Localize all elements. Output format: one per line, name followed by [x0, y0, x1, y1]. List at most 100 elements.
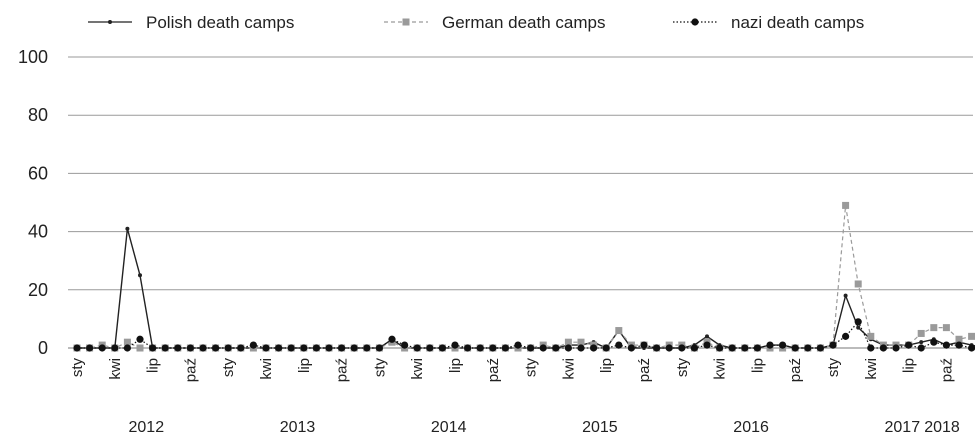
data-point	[892, 344, 900, 352]
data-point	[590, 344, 598, 352]
data-point	[199, 344, 207, 352]
data-point	[942, 324, 950, 332]
data-point	[149, 344, 157, 352]
gridlines	[68, 56, 973, 349]
data-point	[867, 332, 875, 340]
data-point	[426, 344, 434, 352]
x-tick-label: paź	[938, 358, 955, 382]
data-point	[843, 293, 848, 298]
y-axis-tick-labels: 0 20 40 60 80 100	[18, 47, 48, 358]
data-point	[564, 338, 572, 346]
legend-item: German death camps	[384, 13, 605, 32]
data-point	[917, 329, 925, 337]
x-tick-label: paź	[636, 358, 653, 382]
data-point	[829, 341, 837, 349]
x-tick-label: kwi	[258, 358, 275, 380]
data-point	[615, 341, 623, 349]
data-point	[753, 344, 762, 352]
data-point	[312, 344, 320, 352]
year-label: 2012	[129, 419, 165, 436]
data-point	[854, 280, 862, 288]
data-point	[791, 344, 799, 352]
data-point	[577, 338, 585, 346]
legend: Polish death camps German death camps nazi…	[88, 13, 864, 32]
data-point	[779, 341, 787, 349]
year-label: 2015	[582, 419, 618, 436]
series-line	[77, 205, 975, 349]
year-label: 2013	[280, 419, 316, 436]
data-point	[275, 344, 283, 352]
data-point	[123, 344, 131, 352]
legend-label: German death camps	[442, 13, 605, 32]
data-point	[968, 332, 975, 340]
data-point	[136, 344, 144, 352]
x-tick-label: sty	[371, 358, 388, 378]
series-line	[77, 320, 975, 349]
data-point	[212, 344, 220, 352]
data-point	[262, 344, 270, 352]
data-point	[186, 344, 194, 352]
data-point	[640, 341, 648, 349]
x-tick-label: lip	[749, 358, 766, 373]
x-tick-label: sty	[523, 358, 540, 378]
data-point	[968, 344, 975, 352]
data-point	[879, 344, 888, 352]
data-point	[224, 344, 232, 352]
data-point	[73, 344, 81, 352]
data-point	[111, 344, 119, 352]
x-tick-label: kwi	[712, 358, 729, 380]
data-point	[741, 344, 749, 352]
data-point	[125, 226, 130, 231]
x-tick-label: kwi	[863, 358, 880, 380]
data-point	[527, 344, 535, 352]
data-point	[766, 341, 774, 349]
data-point	[577, 344, 585, 352]
x-tick-label: lip	[296, 358, 313, 373]
data-point	[678, 344, 686, 352]
data-point	[856, 325, 861, 330]
data-point	[98, 344, 106, 352]
legend-item: Polish death camps	[88, 13, 294, 32]
data-point	[287, 344, 295, 352]
data-point	[627, 344, 636, 352]
y-tick-label: 40	[28, 222, 48, 242]
x-axis-month-labels: sty kwi lip paź sty kwi lip paź sty kwi lip paź sty k…	[69, 358, 955, 383]
data-point	[86, 344, 94, 352]
data-point	[842, 201, 850, 209]
data-point	[703, 341, 711, 349]
data-point	[552, 344, 560, 352]
data-point	[300, 344, 308, 352]
series-german-death-camps	[73, 201, 975, 352]
data-point	[539, 344, 547, 352]
data-point	[867, 344, 875, 352]
data-point	[705, 334, 709, 339]
data-point	[325, 344, 333, 352]
legend-item: nazi death camps	[673, 13, 864, 32]
x-tick-label: paź	[182, 358, 199, 382]
data-point	[930, 338, 938, 346]
data-point	[665, 344, 673, 352]
data-point	[401, 341, 409, 349]
data-point	[653, 344, 661, 352]
data-point	[363, 344, 371, 352]
data-point	[854, 318, 862, 326]
x-tick-label: kwi	[560, 358, 577, 380]
data-point	[161, 344, 169, 352]
x-axis-year-labels: 2012 2013 2014 2015 2016 2017 2018	[129, 419, 960, 436]
x-tick-label: sty	[674, 358, 691, 378]
x-tick-label: lip	[145, 358, 162, 373]
data-point	[388, 335, 396, 343]
data-point	[842, 332, 850, 340]
y-tick-label: 80	[28, 105, 48, 125]
legend-label: nazi death camps	[731, 13, 864, 32]
data-point	[476, 344, 484, 352]
data-point	[174, 344, 182, 352]
data-point	[728, 344, 736, 352]
data-point	[451, 341, 459, 349]
x-tick-label: sty	[825, 358, 842, 378]
data-point	[249, 341, 257, 349]
series-line	[77, 228, 975, 349]
series-polish-death-camps	[75, 226, 975, 350]
year-label: 2014	[431, 419, 467, 436]
